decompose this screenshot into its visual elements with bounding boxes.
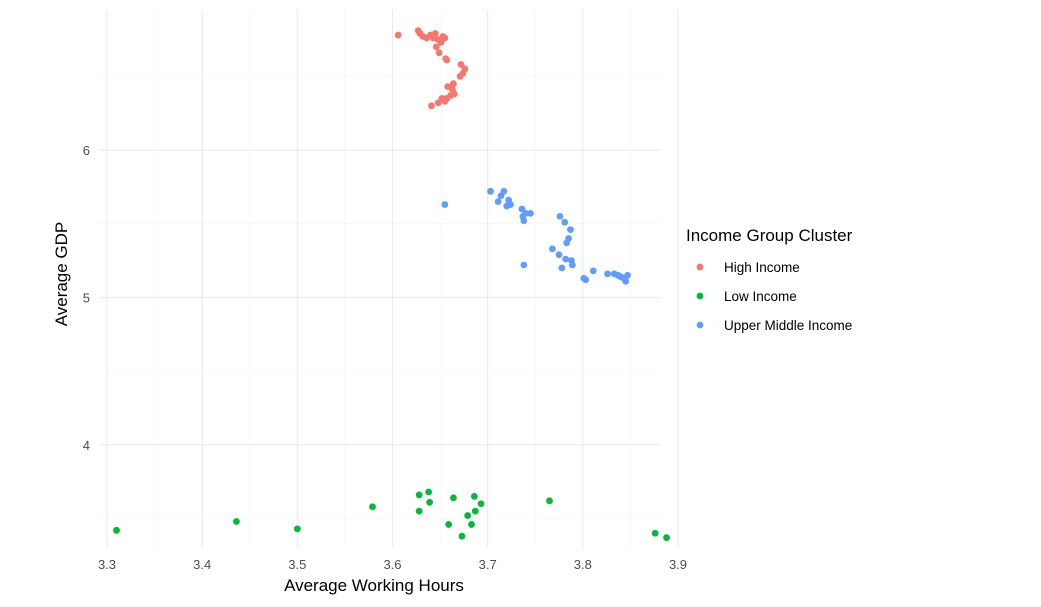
y-tick-label: 5 [83,290,90,305]
data-point [507,201,514,208]
data-point [622,277,630,285]
data-point [441,201,449,208]
data-points [113,27,670,542]
data-point [441,97,449,105]
data-point [415,491,423,499]
data-point [624,271,631,279]
data-point [464,512,472,519]
series-high-income [394,27,469,110]
data-point [520,261,528,269]
data-point [558,264,566,272]
data-point [487,187,494,195]
data-point [568,261,576,269]
data-point [555,251,563,259]
data-point [443,56,451,64]
data-point [415,507,423,515]
y-tick-label: 6 [83,143,90,158]
data-point [546,497,553,505]
data-point [527,210,534,217]
legend-label: Upper Middle Income [724,318,852,333]
gridlines [99,10,679,548]
data-point [604,270,611,278]
y-axis-title: Average GDP [52,222,71,327]
legend-key [696,321,704,329]
data-point [582,276,590,284]
legend-items: High Income Low Income Upper Middle Income [696,260,852,333]
data-point [432,43,440,51]
x-tick-label: 3.9 [669,557,687,572]
data-point [470,493,478,500]
x-tick-label: 3.4 [193,557,211,572]
data-point [293,525,301,533]
series-low-income [113,488,670,542]
data-point [233,518,240,525]
series-upper-middle-income [441,187,631,285]
data-point [520,217,528,225]
data-point [458,532,466,540]
data-point [394,31,402,39]
legend: Income Group Cluster High Income Low Inco… [686,226,853,333]
data-point [567,226,574,234]
legend-title: Income Group Cluster [686,226,853,245]
data-point [425,488,433,496]
x-axis-title: Average Working Hours [284,576,464,595]
data-point [471,507,479,515]
data-point [522,210,530,217]
data-point [562,255,570,263]
data-point [457,61,465,68]
data-point [477,500,485,508]
legend-key [696,292,704,300]
data-point [518,205,526,213]
legend-key [696,263,704,271]
data-point [663,534,670,542]
data-point [113,526,120,534]
x-tick-label: 3.5 [288,557,306,572]
data-point [548,245,556,253]
data-point [437,39,445,46]
data-point [426,498,434,506]
data-point [561,218,569,226]
x-axis-ticks: 3.3 3.4 3.5 3.6 3.7 3.8 3.9 [98,557,687,572]
legend-label: High Income [724,260,800,275]
data-point [494,198,502,206]
data-point [431,30,439,37]
data-point [556,212,564,220]
y-axis-ticks: 4 5 6 [83,143,90,453]
data-point [369,503,376,511]
data-point [500,187,508,195]
y-tick-label: 4 [83,438,90,453]
x-tick-label: 3.3 [98,557,116,572]
data-point [445,521,453,528]
data-point [435,49,443,57]
data-point [651,529,659,537]
legend-label: Low Income [724,289,797,304]
x-tick-label: 3.6 [383,557,401,572]
data-point [456,72,464,80]
data-point [468,521,475,528]
data-point [434,99,442,107]
data-point [450,80,457,88]
data-point [450,494,457,502]
data-point [565,235,572,242]
data-point [441,34,449,42]
data-point [428,102,435,110]
x-tick-label: 3.7 [479,557,497,572]
data-point [589,267,597,275]
x-tick-label: 3.8 [574,557,592,572]
